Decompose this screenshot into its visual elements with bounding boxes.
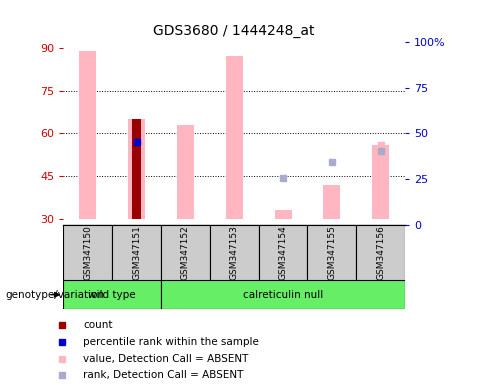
Bar xyxy=(161,225,210,280)
Bar xyxy=(112,225,161,280)
Text: GSM347153: GSM347153 xyxy=(230,225,239,280)
Text: GSM347152: GSM347152 xyxy=(181,225,190,280)
Text: count: count xyxy=(83,320,113,330)
Bar xyxy=(274,210,292,219)
Bar xyxy=(356,225,405,280)
Bar xyxy=(323,185,340,219)
Text: GSM347151: GSM347151 xyxy=(132,225,141,280)
Bar xyxy=(63,280,161,309)
Bar xyxy=(63,225,112,280)
Bar xyxy=(161,280,405,309)
Text: GSM347154: GSM347154 xyxy=(279,225,287,280)
Title: GDS3680 / 1444248_at: GDS3680 / 1444248_at xyxy=(154,25,315,38)
Text: value, Detection Call = ABSENT: value, Detection Call = ABSENT xyxy=(83,354,248,364)
Bar xyxy=(80,51,97,219)
Bar xyxy=(225,56,243,219)
Text: calreticulin null: calreticulin null xyxy=(243,290,323,300)
Text: GSM347150: GSM347150 xyxy=(83,225,92,280)
Bar xyxy=(307,225,356,280)
Text: GSM347156: GSM347156 xyxy=(376,225,385,280)
Bar xyxy=(372,145,389,219)
Bar xyxy=(128,119,145,219)
Text: wild type: wild type xyxy=(88,290,136,300)
Bar xyxy=(132,119,141,219)
Text: rank, Detection Call = ABSENT: rank, Detection Call = ABSENT xyxy=(83,371,244,381)
Bar xyxy=(177,125,194,219)
Text: GSM347155: GSM347155 xyxy=(327,225,336,280)
Bar xyxy=(259,225,307,280)
Bar xyxy=(210,225,259,280)
Text: genotype/variation: genotype/variation xyxy=(5,290,104,300)
Text: percentile rank within the sample: percentile rank within the sample xyxy=(83,337,259,347)
